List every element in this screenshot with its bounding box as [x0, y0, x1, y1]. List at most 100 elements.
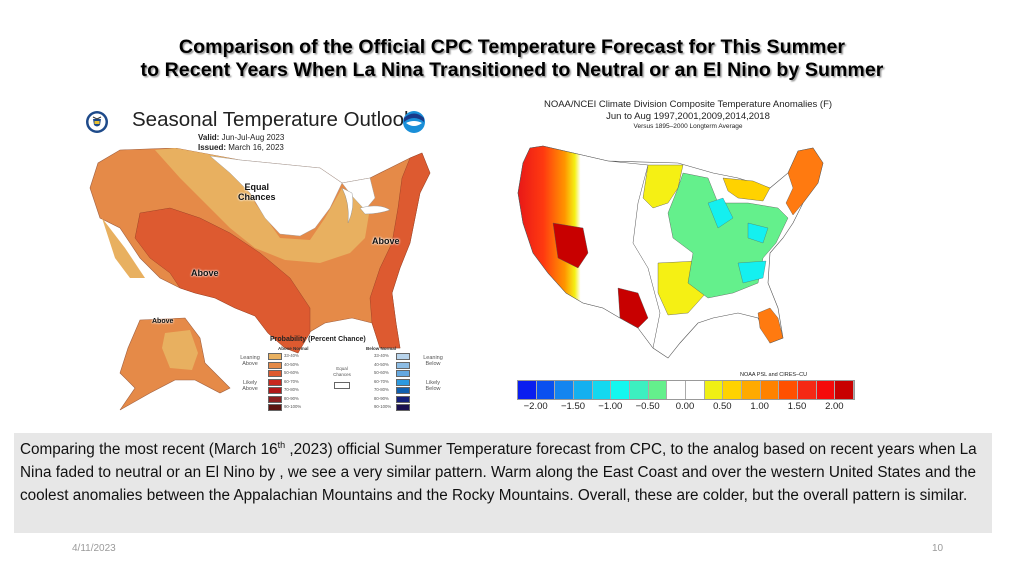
legend-below-swatch	[396, 353, 410, 360]
legend-above-swatch	[268, 370, 282, 377]
label-above-east: Above	[372, 236, 400, 246]
label-above-west: Above	[191, 268, 219, 278]
slide-title-line-2: to Recent Years When La Nina Transitione…	[140, 59, 884, 81]
legend-above-range: 60-70%	[284, 378, 299, 384]
caption-text: Comparing the most recent (March 16th ,2…	[20, 438, 990, 507]
yellow-upper-midwest	[722, 177, 771, 202]
slide-title-line-1: Comparison of the Official CPC Temperatu…	[178, 36, 846, 58]
hot-texas	[617, 287, 649, 329]
colorbar-tick-label: −0.50	[635, 401, 660, 412]
legend-above-range: 70-80%	[284, 387, 299, 392]
colorbar-cell	[518, 381, 537, 399]
legend-above-range: 33-40%	[284, 353, 299, 358]
colorbar-tick-label: −1.50	[560, 401, 586, 412]
doc-seal-icon	[86, 111, 108, 133]
legend-above-swatch	[268, 353, 282, 360]
colorbar-cell	[835, 381, 855, 399]
analog-composite-image: NOAA/NCEI Climate Division Composite Tem…	[508, 98, 868, 416]
caption-box: Comparing the most recent (March 16th ,2…	[14, 433, 992, 533]
legend-below-range: 60-70%	[374, 378, 389, 384]
legend-above-swatch	[268, 378, 282, 386]
colorbar-cell	[555, 381, 575, 399]
slide-number: 10	[932, 543, 944, 554]
colorbar-cell	[574, 381, 593, 399]
cpc-outlook-image: Seasonal Temperature Outlook Valid: Jun-…	[80, 98, 450, 413]
outlook-dates: Valid: Jun-Jul-Aug 2023 Issued: March 16…	[198, 133, 284, 153]
legend-below-range: 40-50%	[374, 361, 389, 367]
legend-below-header: Below Normal	[366, 346, 397, 351]
colorbar-tick-label: −2.00	[523, 401, 548, 412]
legend-above-range: 80-90%	[284, 395, 299, 401]
legend-above-swatch	[268, 387, 282, 394]
legend-above-swatch	[268, 404, 282, 411]
valid-label: Valid:	[198, 133, 220, 142]
colorbar-ticks: −2.00 −1.50 −1.00 −0.50 0.00 0.50 1.00 1.50 2.00	[508, 401, 868, 413]
colorbar-cell	[760, 381, 780, 399]
lean-above-sw	[102, 218, 145, 278]
legend-below-swatch	[396, 387, 410, 394]
yellow-plains	[642, 164, 684, 209]
colorbar-cell	[816, 381, 836, 399]
legend-likely-above: Likely Above	[242, 380, 258, 392]
legend-below-range: 90-100%	[374, 404, 392, 409]
cooler-core	[707, 197, 769, 284]
colorbar-cell	[667, 381, 687, 399]
composite-baseline: Versus 1895–2000 Longterm Average	[633, 123, 743, 130]
legend-below-range: 80-90%	[374, 395, 389, 401]
outlook-heading: Seasonal Temperature Outlook	[132, 108, 415, 131]
anomaly-colorbar	[517, 380, 855, 400]
label-above-alaska: Above	[152, 318, 174, 325]
legend-below-swatch	[396, 395, 410, 403]
legend-below-range: 50-60%	[374, 370, 389, 375]
caption-part-1: Comparing the most recent (March 16	[20, 441, 278, 458]
composite-anomaly-map	[517, 145, 824, 359]
legend-above-range: 90-100%	[284, 404, 302, 409]
slide-title: Comparison of the Official CPC Temperatu…	[0, 36, 1024, 82]
colorbar-tick-label: 1.00	[750, 401, 769, 412]
hot-southwest	[552, 222, 589, 269]
legend-below-swatch	[396, 404, 410, 411]
legend-equal-swatch	[334, 382, 350, 389]
colorbar-tick-label: 1.50	[787, 401, 807, 412]
valid-value: Jun-Jul-Aug 2023	[221, 133, 285, 142]
caption-superscript: th	[277, 439, 286, 450]
above-50-60-east	[369, 152, 431, 349]
legend-above-swatch	[268, 361, 282, 369]
colorbar-cell	[704, 381, 724, 399]
colorbar-cell	[630, 381, 649, 399]
legend-above-range: 40-50%	[284, 361, 299, 367]
colorbar-cell	[536, 381, 556, 399]
colorbar-cell	[779, 381, 799, 399]
legend-above-swatch	[268, 395, 282, 403]
colorbar-cell	[723, 381, 743, 399]
legend-above-range: 50-60%	[284, 370, 299, 375]
composite-period: Jun to Aug 1997,2001,2009,2014,2018	[606, 111, 770, 122]
legend-leaning-below: Leaning Below	[423, 355, 443, 367]
legend-below-swatch	[396, 370, 410, 377]
colorbar-tick-label: 0.00	[675, 401, 695, 412]
legend-equal-chances: Equal Chances	[333, 366, 351, 377]
great-lakes	[341, 187, 391, 224]
cpc-outlook-map	[89, 148, 431, 411]
alaska-lean-above	[162, 330, 198, 370]
footer-date: 4/11/2023	[72, 543, 116, 554]
composite-credit: NOAA PSL and CIRES–CU	[740, 372, 808, 378]
composite-title: NOAA/NCEI Climate Division Composite Tem…	[543, 99, 833, 110]
legend-below-range: 70-80%	[374, 387, 389, 392]
colorbar-tick-label: −1.00	[598, 401, 623, 412]
legend-below-range: 33-40%	[374, 353, 389, 358]
label-equal-chances: Equal Chances	[238, 182, 276, 202]
colorbar-cell	[611, 381, 631, 399]
legend-below-swatch	[396, 378, 410, 386]
legend-likely-below: Likely Below	[425, 380, 441, 392]
colorbar-cell	[686, 381, 705, 399]
colorbar-cell	[742, 381, 761, 399]
colorbar-cell	[592, 381, 612, 399]
colorbar-tick-label: 2.00	[825, 401, 844, 412]
noaa-logo-icon	[403, 111, 425, 133]
legend-below-swatch	[396, 361, 410, 369]
legend-leaning-above: Leaning Above	[240, 355, 260, 367]
legend-title: Probability (Percent Chance)	[270, 336, 366, 343]
probability-legend: Probability (Percent Chance) Above Norma…	[238, 336, 450, 416]
legend-above-header: Above Normal	[278, 346, 309, 351]
